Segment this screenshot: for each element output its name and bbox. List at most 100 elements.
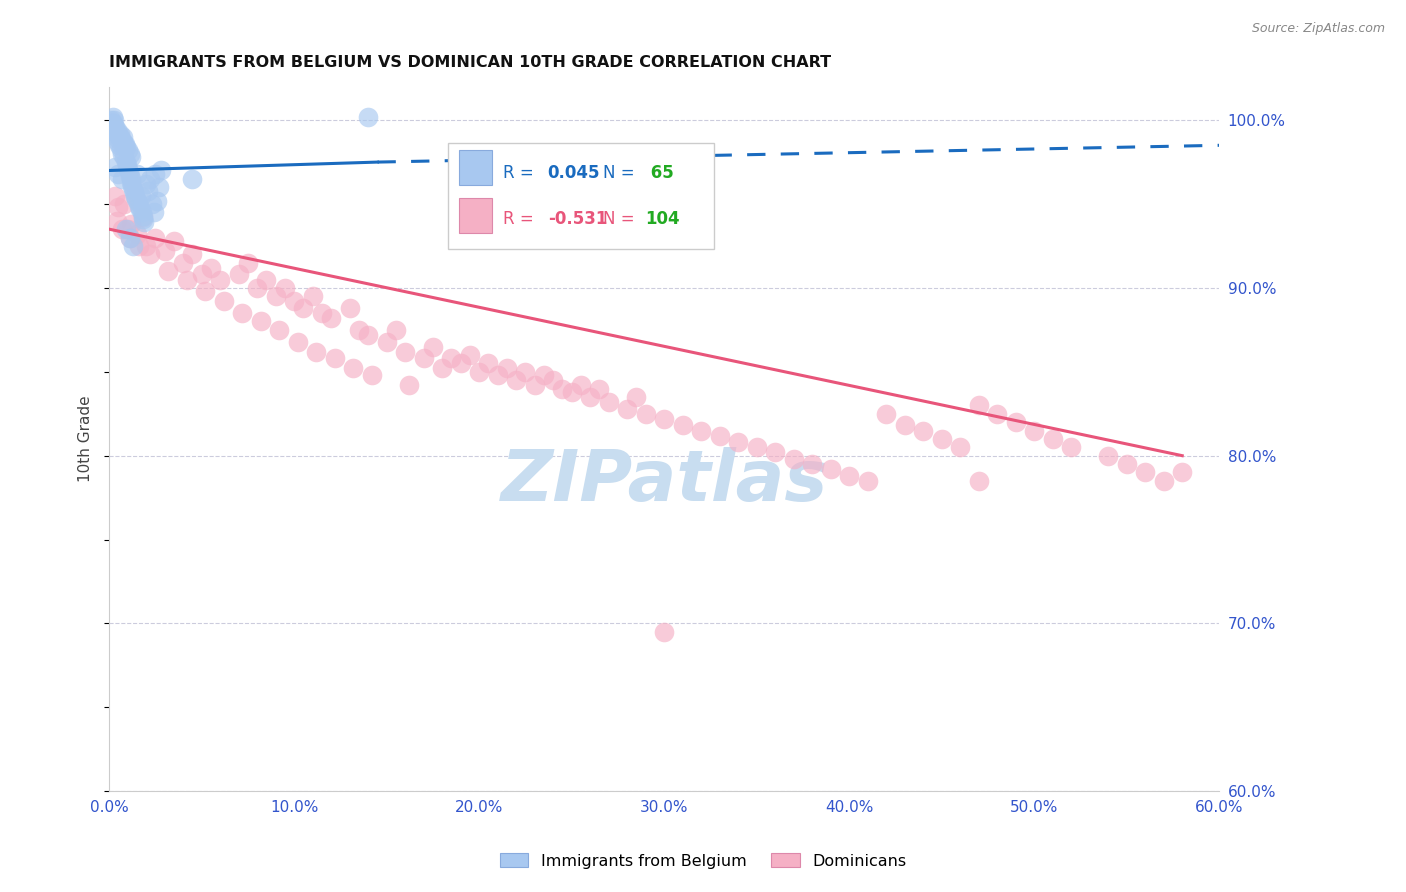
Text: Source: ZipAtlas.com: Source: ZipAtlas.com (1251, 22, 1385, 36)
Point (398, 378, 420, 392)
Point (110, 129, 132, 144)
Point (115, 155, 138, 169)
Point (652, 624, 675, 639)
Point (157, 264, 180, 278)
Point (131, 211, 153, 225)
Point (125, 227, 148, 242)
Point (105, 123, 128, 137)
Point (135, 239, 157, 253)
Point (136, 184, 159, 198)
Point (626, 390, 648, 404)
Point (142, 205, 165, 219)
Point (107, 200, 129, 214)
Point (108, 138, 131, 153)
Point (856, 474, 879, 488)
Point (104, 160, 127, 174)
Text: R =: R = (503, 210, 540, 228)
Point (311, 306, 333, 320)
Point (114, 136, 136, 151)
Point (127, 195, 149, 210)
Point (305, 344, 328, 359)
Point (515, 365, 537, 379)
Point (986, 407, 1008, 421)
Point (129, 188, 152, 202)
Point (134, 215, 156, 229)
Point (121, 178, 143, 193)
Point (107, 135, 129, 149)
Legend: Immigrants from Belgium, Dominicans: Immigrants from Belgium, Dominicans (494, 847, 912, 875)
Point (117, 144, 139, 158)
Text: -0.531: -0.531 (548, 210, 607, 228)
Point (139, 172, 162, 186)
Point (505, 373, 527, 387)
Point (131, 209, 153, 223)
Point (385, 323, 408, 337)
Point (598, 395, 620, 409)
Y-axis label: 10th Grade: 10th Grade (79, 395, 93, 483)
Point (912, 424, 935, 438)
Point (246, 281, 269, 295)
Point (124, 188, 146, 202)
Point (120, 175, 142, 189)
Point (118, 230, 141, 244)
Point (801, 457, 824, 471)
Point (820, 462, 842, 476)
Point (274, 281, 297, 295)
Point (100, 113, 122, 128)
Point (110, 142, 132, 156)
Point (181, 247, 204, 261)
Point (652, 411, 675, 425)
Point (163, 234, 186, 248)
Point (110, 127, 132, 141)
Point (148, 180, 170, 194)
Point (250, 314, 273, 328)
Point (228, 268, 250, 282)
Point (342, 361, 364, 376)
Point (1135, 466, 1157, 480)
Point (111, 222, 134, 236)
Point (118, 169, 141, 183)
Point (176, 272, 198, 286)
Point (118, 230, 141, 244)
Point (120, 150, 142, 164)
Point (112, 136, 135, 151)
Point (616, 401, 638, 416)
Point (112, 197, 135, 211)
Point (146, 194, 169, 208)
Text: 0.045: 0.045 (548, 163, 600, 182)
Point (264, 289, 287, 303)
Point (128, 239, 150, 253)
Point (292, 301, 315, 315)
Point (551, 382, 574, 396)
Point (967, 398, 990, 412)
Point (949, 440, 972, 454)
Point (145, 230, 167, 244)
Point (783, 452, 806, 467)
Point (115, 222, 138, 236)
Point (588, 382, 610, 396)
Point (283, 294, 305, 309)
Point (107, 131, 129, 145)
Point (1024, 424, 1046, 438)
Point (269, 323, 291, 337)
Point (107, 127, 129, 141)
Point (128, 202, 150, 216)
Point (477, 356, 499, 370)
Point (875, 407, 897, 421)
Point (323, 351, 346, 366)
Point (128, 199, 150, 213)
Point (200, 260, 222, 275)
Text: 104: 104 (645, 210, 681, 228)
Point (120, 217, 142, 231)
Point (375, 334, 398, 349)
Point (569, 378, 592, 392)
Point (104, 120, 127, 134)
Point (139, 247, 162, 261)
Point (763, 445, 786, 459)
Point (1042, 432, 1064, 446)
Point (432, 361, 454, 376)
Point (541, 373, 564, 387)
Point (101, 116, 124, 130)
Point (117, 161, 139, 176)
Point (672, 418, 695, 433)
